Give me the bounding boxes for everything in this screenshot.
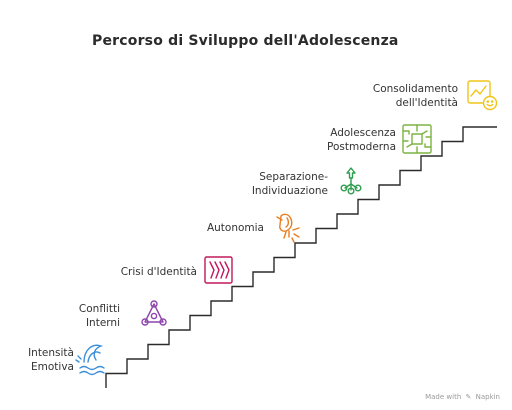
step-label-separazione-individuazione: Separazione- Individuazione bbox=[252, 170, 328, 198]
staircase-line bbox=[105, 126, 497, 388]
step-label-line: Crisi d'Identità bbox=[120, 266, 197, 278]
step-label-line: Autonomia bbox=[206, 222, 264, 234]
diagram-title: Percorso di Sviluppo dell'Adolescenza bbox=[92, 33, 399, 49]
step-label-line: Separazione- bbox=[259, 171, 328, 183]
step-label-intensita-emotiva: Intensità Emotiva bbox=[28, 346, 74, 374]
tree-branch-icon bbox=[340, 167, 362, 195]
credit-brand: Napkin bbox=[475, 393, 500, 401]
credit-prefix: Made with bbox=[425, 393, 462, 401]
step-label-line: Interni bbox=[85, 317, 120, 329]
triangle-network-icon bbox=[141, 300, 167, 326]
step-label-autonomia: Autonomia bbox=[207, 221, 264, 235]
bird-icon bbox=[276, 213, 300, 243]
step-label-conflitti-interni: Conflitti Interni bbox=[79, 302, 120, 330]
chaos-lines-icon bbox=[204, 256, 233, 284]
step-label-line: dell'Identità bbox=[395, 97, 458, 109]
step-label-crisi-identita: Crisi d'Identità bbox=[121, 265, 197, 279]
chart-smile-icon bbox=[467, 80, 498, 111]
napkin-credit: Made with ✎ Napkin bbox=[425, 393, 500, 401]
napkin-logo-icon: ✎ bbox=[465, 393, 472, 401]
step-label-consolidamento-identita: Consolidamento dell'Identità bbox=[373, 82, 458, 110]
step-label-line: Intensità bbox=[28, 347, 74, 359]
step-label-line: Consolidamento bbox=[372, 83, 458, 95]
circuit-icon bbox=[402, 124, 432, 154]
step-label-line: Conflitti bbox=[78, 303, 120, 315]
wave-icon bbox=[75, 344, 105, 376]
step-label-line: Emotiva bbox=[31, 361, 74, 373]
step-label-adolescenza-postmoderna: Adolescenza Postmoderna bbox=[327, 126, 396, 154]
step-label-line: Postmoderna bbox=[327, 141, 396, 153]
step-label-line: Adolescenza bbox=[330, 127, 396, 139]
step-label-line: Individuazione bbox=[251, 185, 328, 197]
